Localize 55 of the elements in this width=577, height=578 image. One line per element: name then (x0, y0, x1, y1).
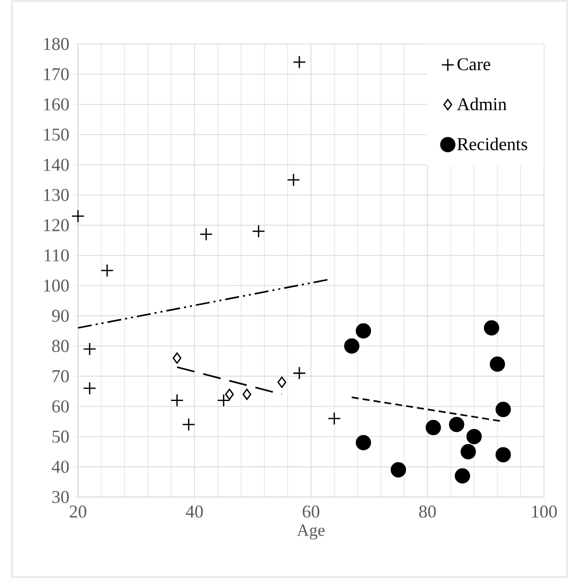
point (466, 428, 482, 444)
point (356, 434, 372, 450)
point (182, 418, 196, 432)
x-tick-label: 20 (70, 506, 86, 518)
point (82, 382, 96, 395)
y-tick-label: 160 (44, 98, 69, 110)
y-tick-label: 80 (52, 340, 69, 352)
point (356, 323, 372, 339)
x-tick-label: 60 (302, 506, 320, 518)
point (286, 173, 300, 187)
x-tick-label: 40 (186, 506, 203, 518)
y-tick-label: 170 (44, 68, 69, 80)
point (252, 224, 266, 238)
y-tick-label: 110 (44, 249, 69, 262)
point (292, 55, 306, 69)
point (170, 394, 184, 408)
y-tick-label: 90 (52, 310, 69, 322)
point (484, 320, 500, 336)
point (71, 209, 85, 223)
legend-label: Recidents (457, 138, 528, 150)
legend-label: Admin (456, 98, 507, 110)
point (390, 462, 406, 478)
y-tick-label: 60 (52, 400, 69, 412)
legend-label: Care (458, 58, 490, 70)
point (344, 338, 360, 354)
point (328, 412, 341, 426)
point (225, 388, 234, 400)
point (216, 394, 230, 408)
x-tick-label: 80 (419, 506, 436, 518)
y-tick-label: 70 (52, 370, 69, 382)
point (199, 228, 213, 241)
x-tick-label: 100 (532, 506, 557, 518)
y-tick-label: 140 (44, 158, 69, 171)
y-tick-label: 150 (44, 128, 69, 141)
point (460, 444, 476, 460)
point (496, 402, 511, 418)
point (82, 342, 96, 356)
point (292, 366, 306, 380)
y-tick-label: 120 (44, 219, 69, 232)
point (100, 264, 114, 278)
y-tick-label: 40 (52, 460, 69, 473)
y-tick-label: 30 (52, 490, 69, 504)
point (490, 356, 506, 372)
point (426, 420, 441, 436)
y-tick-label: 50 (52, 430, 69, 443)
point (242, 388, 252, 400)
point (172, 352, 182, 364)
y-tick-label: 130 (44, 188, 69, 202)
point (277, 376, 286, 388)
y-tick-label: 180 (44, 38, 69, 50)
x-axis-title: Age (297, 524, 325, 540)
point (496, 447, 511, 462)
y-tick-label: 100 (44, 280, 69, 292)
point (454, 468, 470, 484)
point (448, 416, 464, 432)
